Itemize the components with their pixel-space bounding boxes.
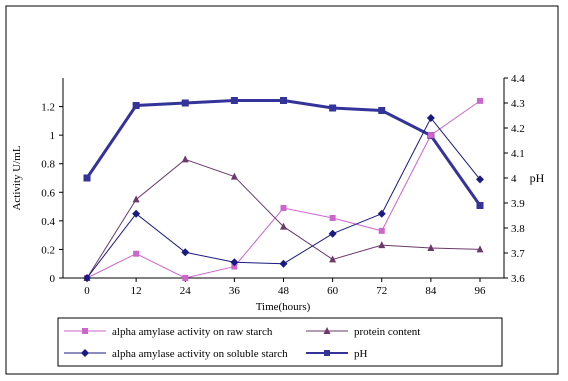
y-tick-label: 1.2 <box>41 102 55 114</box>
x-tick-label: 72 <box>376 285 387 297</box>
legend-entry: alpha amylase activity on soluble starch <box>64 348 288 360</box>
data-point <box>378 241 386 249</box>
legend-label: protein content <box>354 326 420 338</box>
y-ticks-left: 0 0.2 0.4 0.6 0.8 1 1.2 <box>41 102 63 285</box>
series-3 <box>83 114 484 282</box>
data-point <box>476 175 484 184</box>
data-point <box>328 229 337 238</box>
y2-tick-label: 4.4 <box>511 73 525 85</box>
x-tick-label: 12 <box>131 285 142 297</box>
x-tick-label: 48 <box>278 285 290 297</box>
legend-entry: protein content <box>306 326 420 338</box>
series-4 <box>83 97 484 209</box>
data-point <box>230 258 239 267</box>
data-point <box>377 209 386 218</box>
y2-tick-label: 3.6 <box>511 273 525 285</box>
y2-axis-label: pH <box>530 171 545 185</box>
y2-tick-label: 4.3 <box>511 98 525 110</box>
data-point <box>476 245 484 253</box>
x-axis-label: Time(hours) <box>256 301 311 313</box>
y2-tick-label: 3.7 <box>511 248 525 260</box>
y2-tick-label: 4.2 <box>511 123 525 135</box>
data-point <box>426 114 435 122</box>
y2-tick-label: 3.8 <box>511 223 525 235</box>
data-point <box>280 222 287 230</box>
data-point <box>477 97 483 104</box>
chart-border <box>5 5 559 375</box>
data-point <box>427 132 434 139</box>
y2-tick-label: 3.9 <box>511 198 525 210</box>
x-tick-label: 0 <box>84 285 90 297</box>
y2-tick-label: 4 <box>511 173 517 185</box>
data-point <box>181 99 189 107</box>
x-tick-label: 60 <box>327 285 339 297</box>
data-point <box>323 327 331 334</box>
data-point <box>181 155 189 163</box>
legend-entry: pH <box>306 348 368 360</box>
data-point <box>132 102 140 109</box>
data-point <box>329 255 337 263</box>
x-tick-label: 36 <box>229 285 241 297</box>
data-point <box>280 97 287 104</box>
y-tick-label: 0.2 <box>41 244 55 256</box>
data-point <box>182 275 189 281</box>
legend: alpha amylase activity on raw starch prot… <box>57 317 503 367</box>
data-point <box>280 205 287 211</box>
data-point <box>181 248 190 257</box>
data-point <box>329 104 337 112</box>
y-tick-label: 0.6 <box>41 187 55 199</box>
data-point <box>132 209 141 218</box>
y-tick-label: 0 <box>50 273 56 285</box>
data-point <box>132 195 140 203</box>
y-tick-label: 0.4 <box>41 216 55 228</box>
data-point <box>133 250 140 257</box>
data-point <box>230 172 238 180</box>
data-point <box>378 107 386 114</box>
data-point <box>82 328 88 334</box>
data-point <box>329 215 336 221</box>
x-tick-label: 84 <box>425 285 437 297</box>
legend-entry: alpha amylase activity on raw starch <box>64 326 273 338</box>
y-axis-label: Activity U/mL <box>11 145 23 210</box>
legend-label: alpha amylase activity on soluble starch <box>112 348 288 360</box>
y-tick-label: 0.8 <box>41 159 55 171</box>
x-tick-label: 96 <box>475 285 487 297</box>
legend-label: pH <box>354 348 368 360</box>
y2-tick-label: 4.1 <box>511 148 525 160</box>
y-ticks-right: 3.6 3.7 3.8 3.9 4 4.1 4.2 4.3 4.4 <box>504 73 525 285</box>
series-2 <box>83 155 484 281</box>
legend-box <box>57 317 503 367</box>
series-layer <box>83 97 484 282</box>
data-point <box>231 263 238 270</box>
data-point <box>476 202 484 209</box>
y-tick-label: 1 <box>50 130 56 142</box>
data-point <box>83 274 91 282</box>
legend-label: alpha amylase activity on raw starch <box>112 326 273 338</box>
data-point <box>279 259 288 268</box>
data-point <box>378 227 385 234</box>
data-point <box>81 349 89 357</box>
x-tick-label: 24 <box>180 285 192 297</box>
data-point <box>324 350 330 356</box>
data-point <box>230 97 238 104</box>
data-point <box>427 244 435 251</box>
data-point <box>83 174 91 182</box>
